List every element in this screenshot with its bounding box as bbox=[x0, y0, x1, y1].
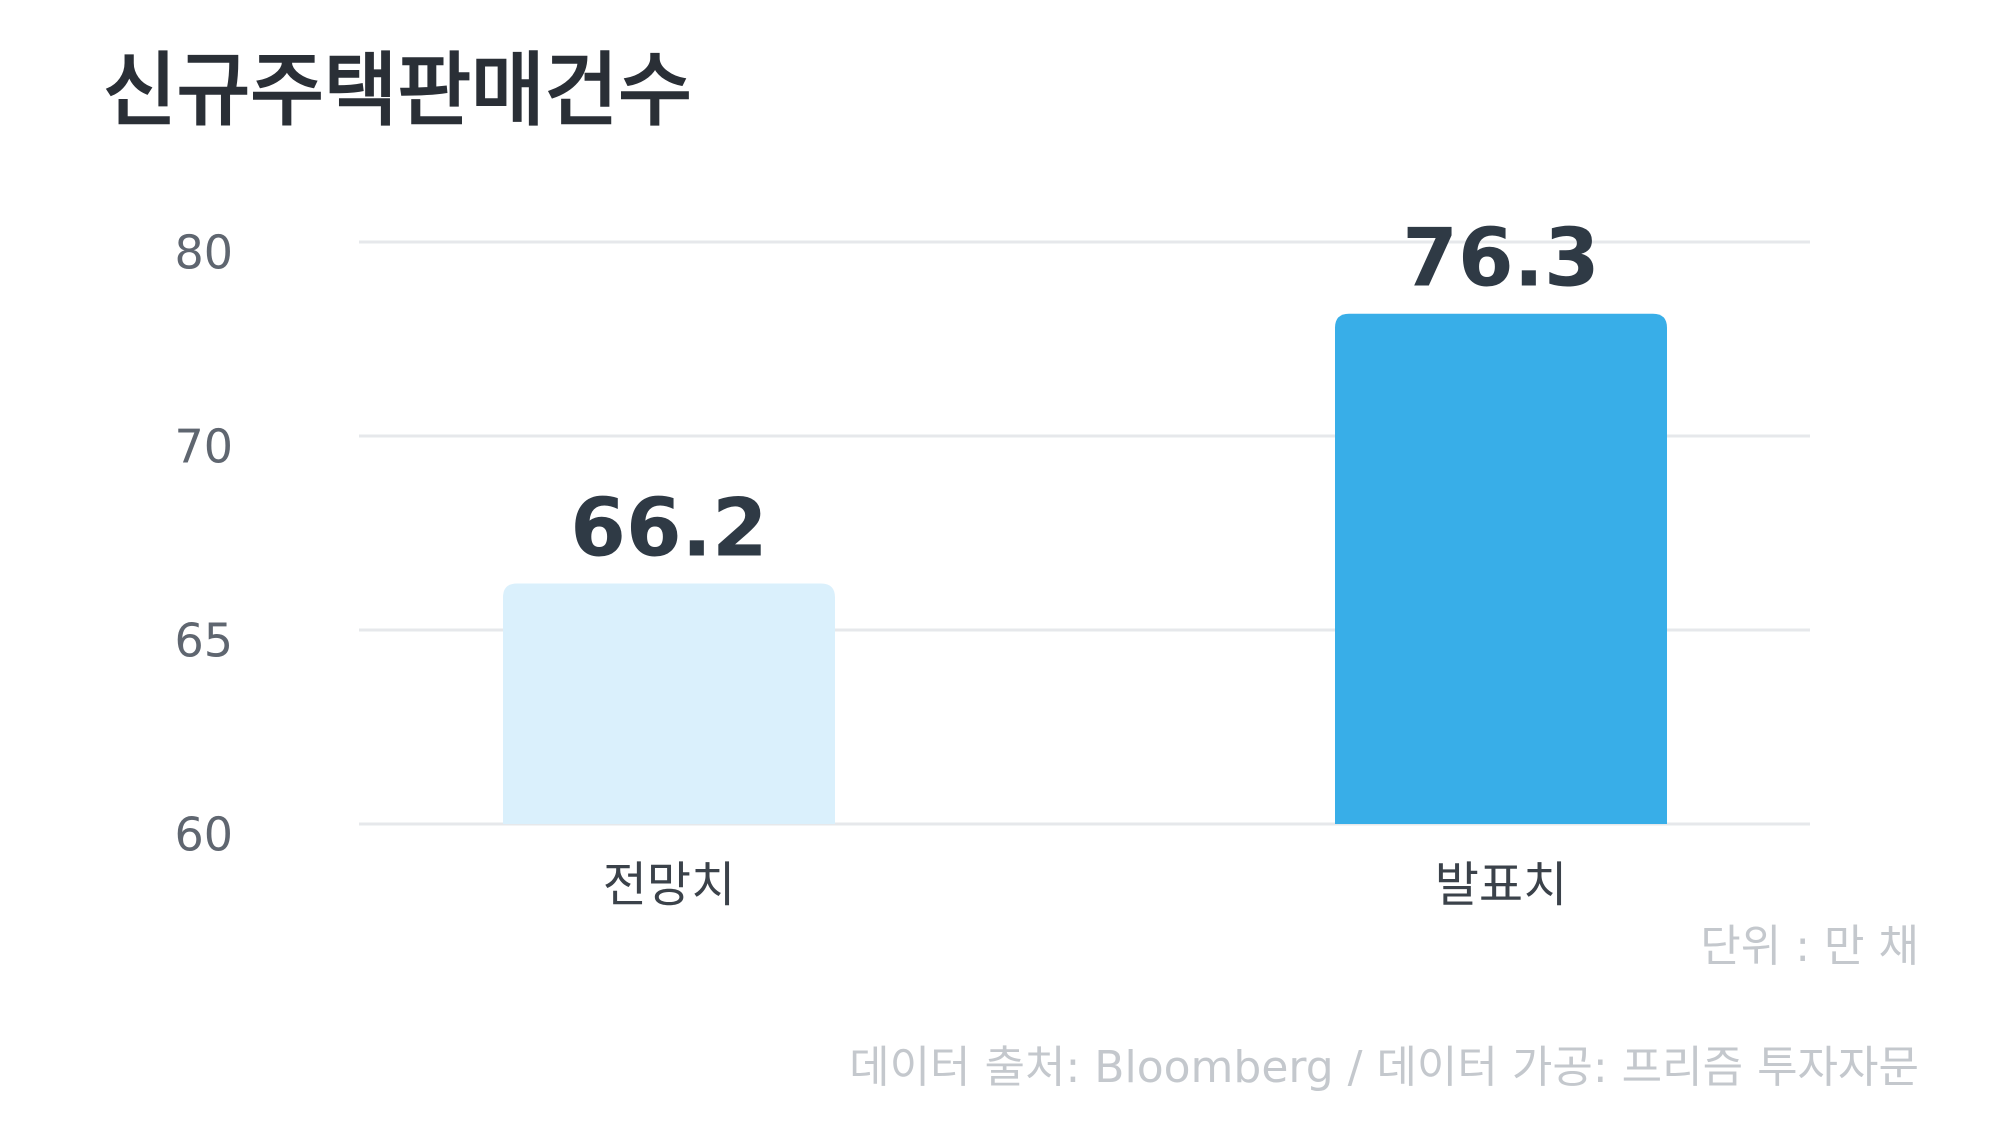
y-tick-label: 80 bbox=[174, 226, 233, 280]
x-tick-label: 전망치 bbox=[603, 857, 735, 913]
y-tick-label: 60 bbox=[174, 808, 233, 862]
bar bbox=[1335, 313, 1667, 824]
y-tick-label: 65 bbox=[174, 614, 233, 668]
x-tick-label: 발표치 bbox=[1435, 857, 1567, 913]
y-tick-label: 70 bbox=[174, 420, 233, 474]
value-label: 66.2 bbox=[570, 481, 767, 574]
chart-title: 신규주택판매건수 bbox=[103, 44, 692, 137]
bar bbox=[503, 583, 835, 824]
unit-note: 단위 : 만 채 bbox=[1700, 921, 1919, 972]
value-label: 76.3 bbox=[1402, 212, 1599, 305]
source-note: 데이터 출처: Bloomberg / 데이터 가공: 프리즘 투자자문 bbox=[849, 1042, 1919, 1093]
